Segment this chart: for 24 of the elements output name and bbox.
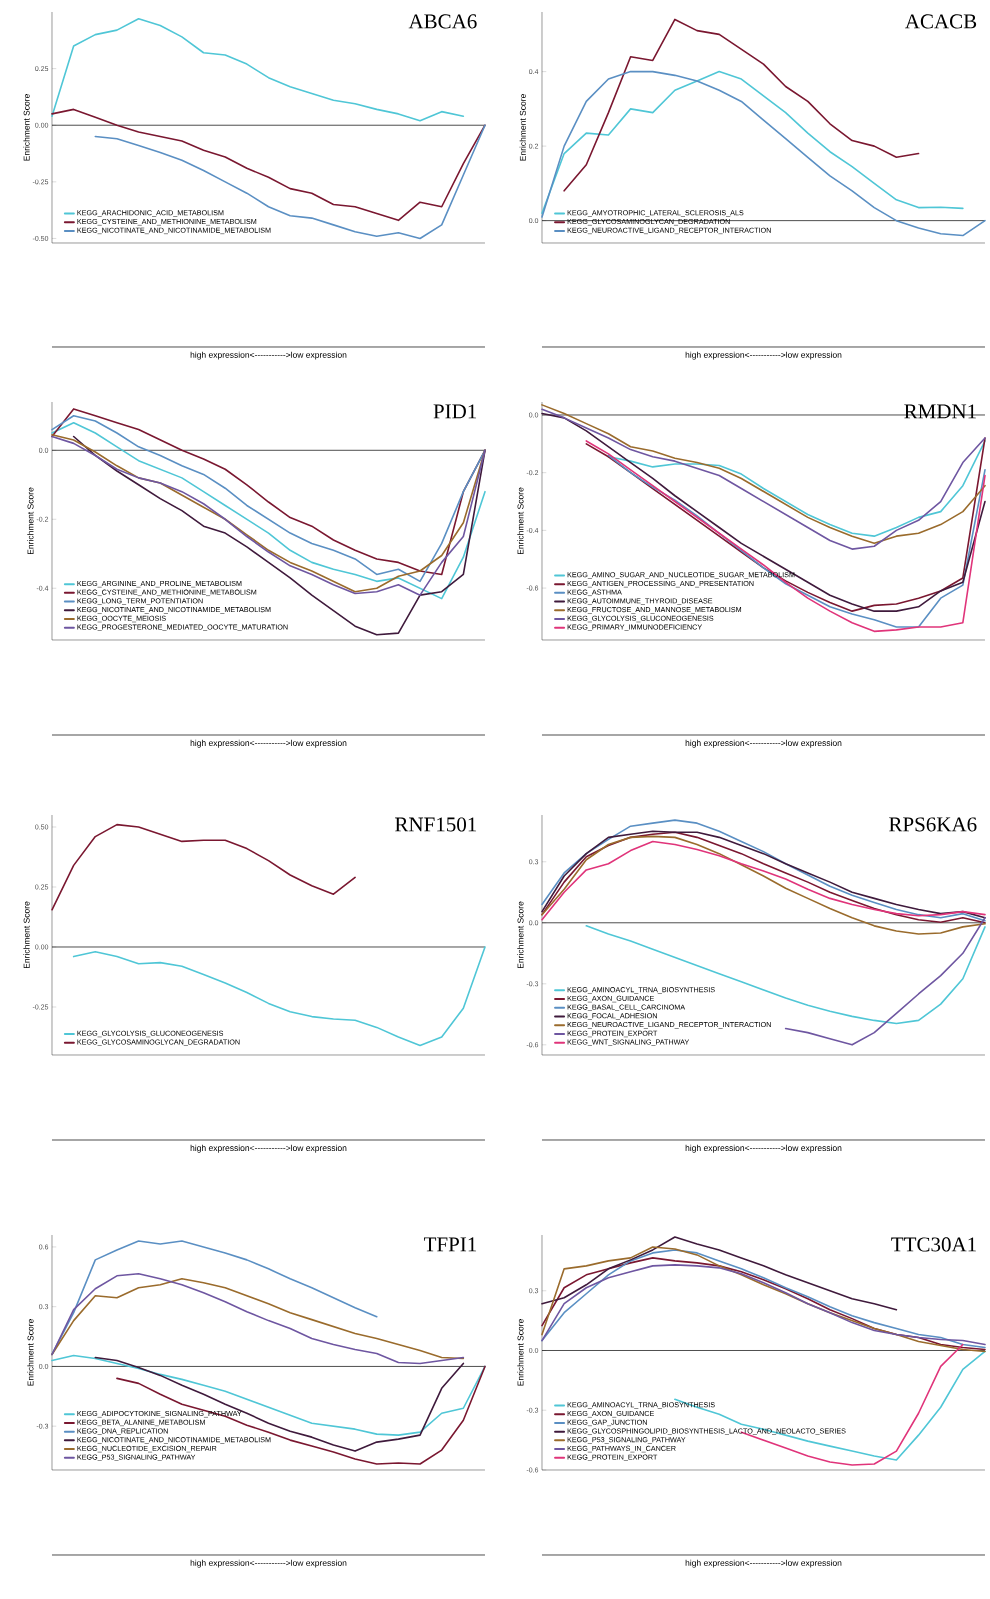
chart-title: ACACB (905, 14, 977, 29)
y-axis-title: Enrichment Score (517, 487, 524, 555)
chart-title: RNF1501 (395, 817, 477, 832)
x-axis-title: high expression<----------->low expression (190, 1144, 347, 1153)
y-axis-title: Enrichment Score (517, 1319, 524, 1386)
chart-title: TTC30A1 (891, 1237, 976, 1252)
chart-title: TFPI1 (424, 1237, 477, 1252)
y-axis-title: Enrichment Score (27, 487, 34, 555)
x-axis-title: high expression<----------->low expression (685, 351, 842, 360)
chart-title: PID1 (433, 404, 477, 419)
y-axis-title: Enrichment Score (517, 901, 524, 969)
x-axis-title: high expression<----------->low expression (190, 1559, 347, 1568)
x-axis-title: high expression<----------->low expression (685, 1559, 842, 1568)
x-axis-title: high expression<----------->low expression (190, 739, 347, 748)
y-axis-title: Enrichment Score (27, 1319, 34, 1386)
x-axis-title: high expression<----------->low expression (685, 1144, 842, 1153)
x-axis-title: high expression<----------->low expression (685, 739, 842, 748)
x-axis-title: high expression<----------->low expression (190, 351, 347, 360)
y-axis-title: Enrichment Score (519, 94, 526, 161)
chart-title: ABCA6 (408, 14, 477, 29)
chart-title: RMDN1 (904, 404, 976, 419)
y-axis-title: Enrichment Score (23, 94, 30, 161)
y-axis-title: Enrichment Score (23, 901, 30, 969)
chart-title: RPS6KA6 (889, 817, 977, 832)
